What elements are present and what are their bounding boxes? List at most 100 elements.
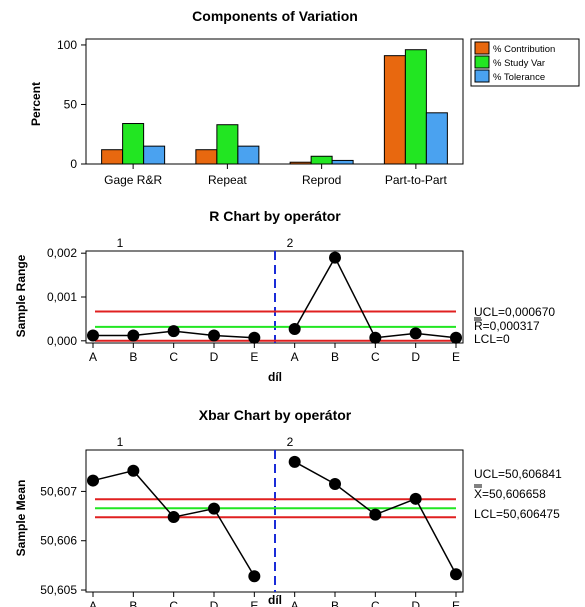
components-legend: % Contribution % Study Var % Tolerance — [470, 38, 580, 87]
x-tick-label: E — [250, 350, 258, 364]
r-chart-group-label: 1 — [117, 236, 124, 250]
y-tick-label: 50 — [64, 97, 78, 111]
r-chart-y-ticks: 0,000 0,001 0,002 — [47, 246, 86, 348]
xbar-chart-xlabel: díl — [268, 593, 282, 607]
x-tick-label: C — [371, 350, 380, 364]
components-y-ticks: 0 50 100 — [57, 38, 86, 171]
r-chart-xlabel: díl — [268, 370, 282, 384]
data-point — [329, 478, 341, 491]
legend-entry: % Study Var — [493, 58, 545, 69]
x-tick-label: Gage R&R — [104, 173, 162, 187]
x-tick-label: C — [169, 599, 178, 607]
x-tick-label: Repeat — [208, 173, 247, 187]
x-tick-label: A — [89, 599, 97, 607]
legend-swatch — [474, 55, 490, 69]
limit-label: R=0,000317 — [474, 319, 540, 333]
x-tick-label: D — [210, 350, 219, 364]
limit-label: UCL=50,606841 — [474, 467, 562, 481]
bar — [101, 149, 124, 165]
legend-entry: % Tolerance — [493, 72, 545, 83]
x-tick-label: E — [250, 599, 258, 607]
data-point — [127, 464, 140, 477]
data-point — [248, 570, 261, 583]
limit-label: X=50,606658 — [474, 487, 546, 501]
xbar-chart-group-label: 2 — [287, 435, 294, 449]
x-tick-label: A — [89, 350, 97, 364]
x-tick-label: Reprod — [302, 173, 341, 187]
data-point — [369, 331, 382, 344]
x-tick-label: E — [452, 599, 460, 607]
bar — [122, 123, 145, 165]
x-tick-label: D — [411, 350, 420, 364]
r-chart-panel: R Chart by operátor Sample Range 1 2 0,0… — [14, 208, 555, 384]
data-point — [127, 329, 140, 342]
x-tick-label: D — [210, 599, 219, 607]
bar — [289, 161, 312, 165]
data-point — [450, 331, 462, 344]
bar — [331, 159, 354, 165]
data-point — [369, 508, 382, 521]
bar — [143, 145, 166, 165]
xbar-chart-limits — [95, 498, 456, 519]
xbar-chart-series — [87, 455, 462, 583]
x-tick-label: C — [371, 599, 380, 607]
series-line — [294, 255, 457, 339]
bar — [195, 149, 218, 165]
x-tick-label: D — [411, 599, 420, 607]
r-chart-ylabel: Sample Range — [14, 254, 28, 337]
components-ylabel: Percent — [29, 82, 43, 126]
y-tick-label: 50,605 — [40, 583, 77, 597]
y-tick-label: 0,000 — [47, 334, 77, 348]
data-point — [87, 329, 99, 342]
xbar-chart-limit-labels: UCL=50,606841 X=50,606658 LCL=50,606475 — [474, 467, 562, 521]
data-point — [329, 251, 341, 264]
legend-swatch — [474, 41, 490, 55]
y-tick-label: 50,606 — [40, 534, 77, 548]
limit-label: LCL=50,606475 — [474, 507, 560, 521]
x-tick-label: A — [291, 350, 299, 364]
limit-label: LCL=0 — [474, 332, 510, 346]
data-point — [450, 568, 462, 581]
data-point — [409, 492, 422, 505]
r-chart-series — [87, 251, 462, 344]
bar — [383, 55, 406, 165]
data-point — [167, 325, 180, 338]
x-tick-label: Part-to-Part — [385, 173, 448, 187]
components-title: Components of Variation — [192, 8, 358, 24]
xbar-chart-panel: Xbar Chart by operátor Sample Mean 1 2 5… — [14, 407, 562, 607]
xbar-chart-ylabel: Sample Mean — [14, 480, 28, 557]
bar — [310, 155, 333, 165]
y-tick-label: 0,001 — [47, 290, 77, 304]
data-point — [208, 329, 220, 342]
legend-entry: % Contribution — [493, 44, 555, 55]
x-tick-label: B — [129, 599, 137, 607]
data-point — [288, 455, 301, 468]
y-tick-label: 100 — [57, 38, 77, 52]
x-tick-label: E — [452, 350, 460, 364]
x-tick-label: C — [169, 350, 178, 364]
data-point — [87, 474, 99, 487]
y-tick-label: 0 — [70, 157, 77, 171]
r-chart-title: R Chart by operátor — [209, 208, 341, 224]
x-tick-label: B — [331, 350, 339, 364]
xbar-chart-y-ticks: 50,605 50,606 50,607 — [40, 484, 86, 597]
xbar-chart-title: Xbar Chart by operátor — [199, 407, 352, 423]
components-x-ticks: Gage R&R Repeat Reprod Part-to-Part — [104, 164, 448, 187]
x-tick-label: A — [291, 599, 299, 607]
components-plot-frame — [85, 38, 464, 165]
data-point — [208, 502, 220, 515]
data-point — [167, 511, 180, 524]
y-tick-label: 50,607 — [40, 484, 77, 498]
x-tick-label: B — [331, 599, 339, 607]
bar — [425, 112, 448, 165]
y-tick-label: 0,002 — [47, 246, 77, 260]
data-point — [248, 331, 261, 344]
bar — [216, 124, 239, 165]
bar — [404, 49, 427, 165]
r-chart-limits — [95, 310, 456, 342]
legend-frame — [470, 38, 580, 87]
data-point — [409, 327, 422, 340]
